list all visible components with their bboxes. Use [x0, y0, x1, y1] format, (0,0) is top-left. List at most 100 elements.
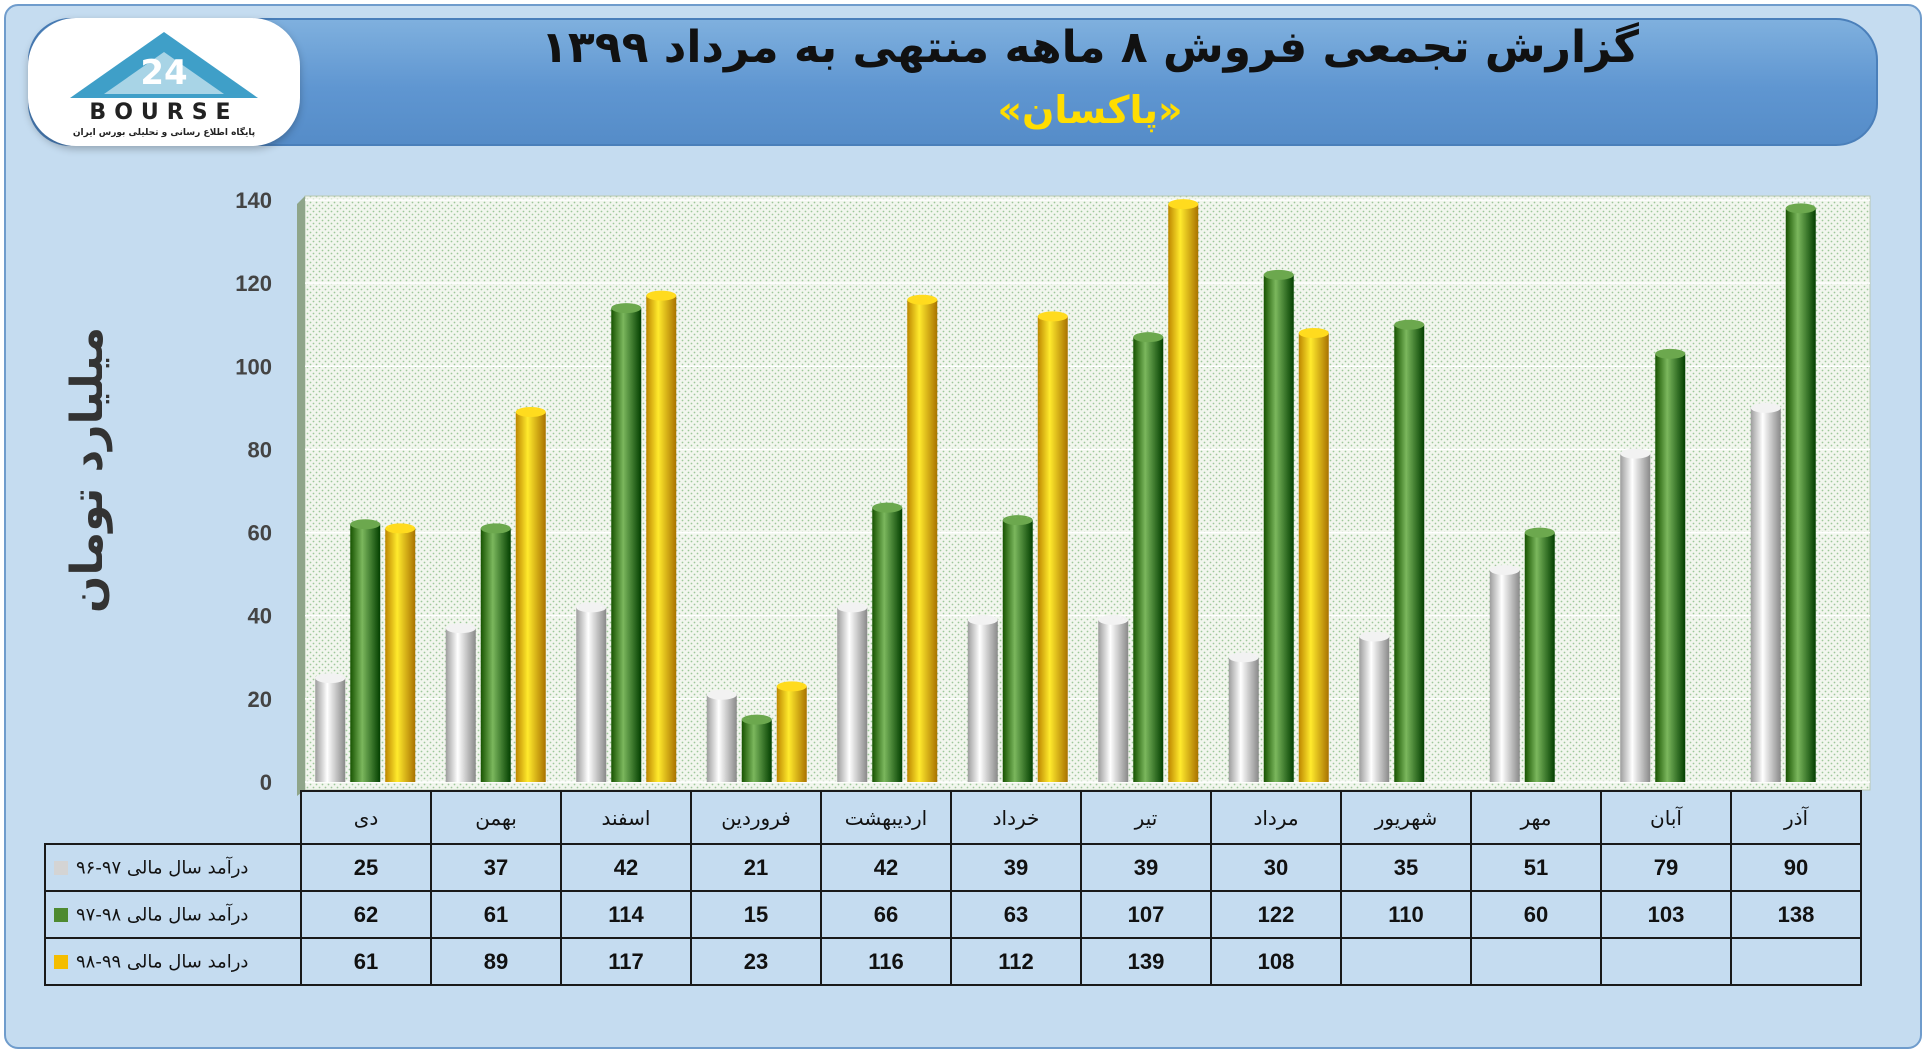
data-label — [1600, 937, 1732, 986]
data-label: 66 — [820, 890, 952, 939]
bar — [350, 524, 381, 782]
legend-swatch — [54, 954, 68, 969]
bar — [1298, 333, 1329, 782]
bar-top — [1394, 319, 1425, 330]
category-label: آذر — [1730, 790, 1862, 845]
bar — [385, 528, 416, 782]
bar-top — [1655, 348, 1686, 359]
legend-label: درامد سال مالی ۹۹-۹۸ — [76, 951, 249, 973]
header-banner — [28, 18, 1878, 146]
bar-top — [445, 623, 476, 634]
bar-top — [837, 602, 868, 613]
category-label: فروردین — [690, 790, 822, 845]
y-tick-label: 60 — [248, 521, 272, 546]
y-tick-label: 120 — [235, 271, 272, 296]
bar — [1168, 204, 1199, 782]
y-tick-label: 40 — [248, 604, 272, 629]
data-label: 138 — [1730, 890, 1862, 939]
bar-top — [515, 407, 546, 418]
bar — [1489, 569, 1520, 782]
data-label: 63 — [950, 890, 1082, 939]
bar-top — [1263, 269, 1294, 280]
bar-chart: 0 20 40 60 80 100 120 140 — [235, 188, 1871, 796]
bar-top — [315, 673, 346, 684]
bar — [1228, 657, 1259, 782]
bar — [967, 619, 998, 782]
y-tick-label: 20 — [248, 687, 272, 712]
data-label: 139 — [1080, 937, 1212, 986]
legend-entry: درآمد سال مالی ۹۷-۹۶ — [44, 843, 302, 892]
data-label: 42 — [560, 843, 692, 892]
bar — [480, 528, 511, 782]
bar-top — [1037, 311, 1068, 322]
company-name: «پاکسان» — [997, 88, 1183, 132]
legend-swatch — [54, 907, 68, 922]
bar — [576, 607, 607, 782]
bar-top — [1133, 332, 1164, 343]
category-label: دی — [300, 790, 432, 845]
legend-entry: درآمد سال مالی ۹۸-۹۷ — [44, 890, 302, 939]
bar — [741, 719, 772, 782]
report-title: گزارش تجمعی فروش ۸ ماهه منتهی به مرداد ۱… — [541, 22, 1639, 73]
bar — [1133, 337, 1164, 782]
data-label: 117 — [560, 937, 692, 986]
bar-top — [611, 303, 642, 314]
category-label: مهر — [1470, 790, 1602, 845]
bar — [706, 694, 737, 782]
bar — [1620, 453, 1651, 782]
data-label: 114 — [560, 890, 692, 939]
category-label: شهریور — [1340, 790, 1472, 845]
bar — [1359, 636, 1390, 782]
data-label: 25 — [300, 843, 432, 892]
data-label: 89 — [430, 937, 562, 986]
category-label: بهمن — [430, 790, 562, 845]
bar-top — [776, 681, 807, 692]
data-label: 42 — [820, 843, 952, 892]
bar-top — [872, 502, 903, 513]
logo-tagline: پایگاه اطلاع رسانی و تحلیلی بورس ایران — [72, 128, 256, 138]
bar — [907, 299, 938, 782]
category-label: اردیبهشت — [820, 790, 952, 845]
bar — [646, 295, 677, 782]
bar-top — [1785, 203, 1816, 214]
bar-top — [1489, 564, 1520, 575]
bar — [837, 607, 868, 782]
data-label: 61 — [300, 937, 432, 986]
bar-top — [576, 602, 607, 613]
bar-top — [350, 519, 381, 530]
bar-top — [1750, 402, 1781, 413]
data-label: 116 — [820, 937, 952, 986]
data-label: 107 — [1080, 890, 1212, 939]
bar-top — [1298, 328, 1329, 339]
data-label: 61 — [430, 890, 562, 939]
bar — [1655, 353, 1686, 782]
data-label: 15 — [690, 890, 822, 939]
bar — [1098, 619, 1129, 782]
data-label — [1470, 937, 1602, 986]
bar — [515, 412, 546, 782]
bar-top — [1228, 652, 1259, 663]
bar-top — [1524, 527, 1555, 538]
bar — [1750, 407, 1781, 782]
bar — [872, 507, 903, 782]
bar — [1785, 208, 1816, 783]
category-label: آبان — [1600, 790, 1732, 845]
data-label: 110 — [1340, 890, 1472, 939]
table-corner — [45, 791, 301, 844]
data-label: 60 — [1470, 890, 1602, 939]
plot-area — [304, 195, 1871, 791]
bar — [1524, 532, 1555, 782]
bar-top — [1098, 614, 1129, 625]
logo-brand-text: BOURSE — [89, 100, 239, 125]
svg-text:24: 24 — [140, 53, 187, 93]
bar-top — [706, 689, 737, 700]
data-label — [1340, 937, 1472, 986]
data-label: 79 — [1600, 843, 1732, 892]
data-label: 35 — [1340, 843, 1472, 892]
y-tick-label: 140 — [235, 188, 272, 213]
bar — [1002, 520, 1033, 782]
data-label: 90 — [1730, 843, 1862, 892]
bar-top — [1359, 631, 1390, 642]
data-label: 30 — [1210, 843, 1342, 892]
bar — [1037, 316, 1068, 782]
